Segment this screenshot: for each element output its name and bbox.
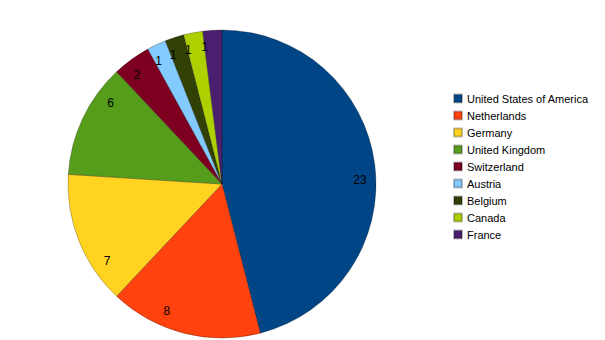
- svg-text:Austria: Austria: [467, 178, 502, 190]
- svg-text:7: 7: [104, 254, 111, 268]
- svg-text:1: 1: [170, 48, 177, 62]
- svg-text:1: 1: [155, 54, 162, 68]
- svg-text:6: 6: [107, 96, 114, 110]
- svg-text:1: 1: [201, 40, 208, 54]
- svg-text:1: 1: [185, 43, 192, 57]
- svg-text:United States of America: United States of America: [467, 93, 589, 105]
- svg-text:23: 23: [353, 173, 367, 187]
- svg-text:Belgium: Belgium: [467, 195, 507, 207]
- svg-text:8: 8: [164, 304, 171, 318]
- svg-text:Canada: Canada: [467, 212, 506, 224]
- svg-text:2: 2: [134, 68, 141, 82]
- svg-text:France: France: [467, 229, 501, 241]
- svg-text:Switzerland: Switzerland: [467, 161, 524, 173]
- svg-text:United Kingdom: United Kingdom: [467, 144, 545, 156]
- svg-text:Germany: Germany: [467, 127, 513, 139]
- svg-text:Netherlands: Netherlands: [467, 110, 527, 122]
